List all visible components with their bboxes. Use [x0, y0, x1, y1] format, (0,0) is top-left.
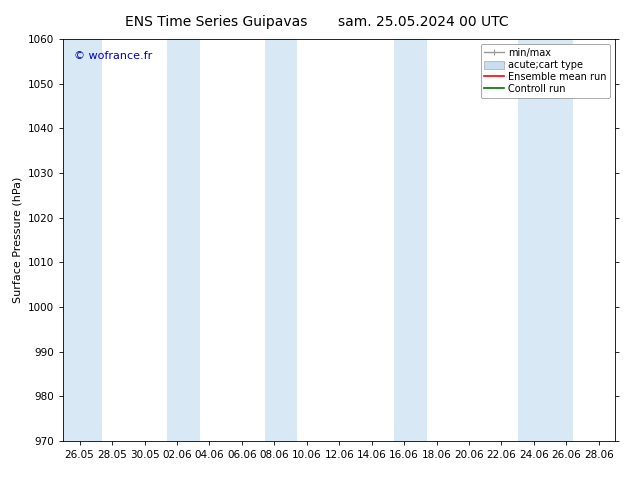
Bar — [394, 39, 427, 441]
Text: © wofrance.fr: © wofrance.fr — [74, 51, 153, 61]
Y-axis label: Surface Pressure (hPa): Surface Pressure (hPa) — [13, 177, 23, 303]
Bar — [63, 39, 102, 441]
Bar — [517, 39, 573, 441]
Legend: min/max, acute;cart type, Ensemble mean run, Controll run: min/max, acute;cart type, Ensemble mean … — [481, 44, 610, 98]
Bar — [167, 39, 200, 441]
Text: ENS Time Series Guipavas       sam. 25.05.2024 00 UTC: ENS Time Series Guipavas sam. 25.05.2024… — [125, 15, 509, 29]
Bar — [264, 39, 297, 441]
